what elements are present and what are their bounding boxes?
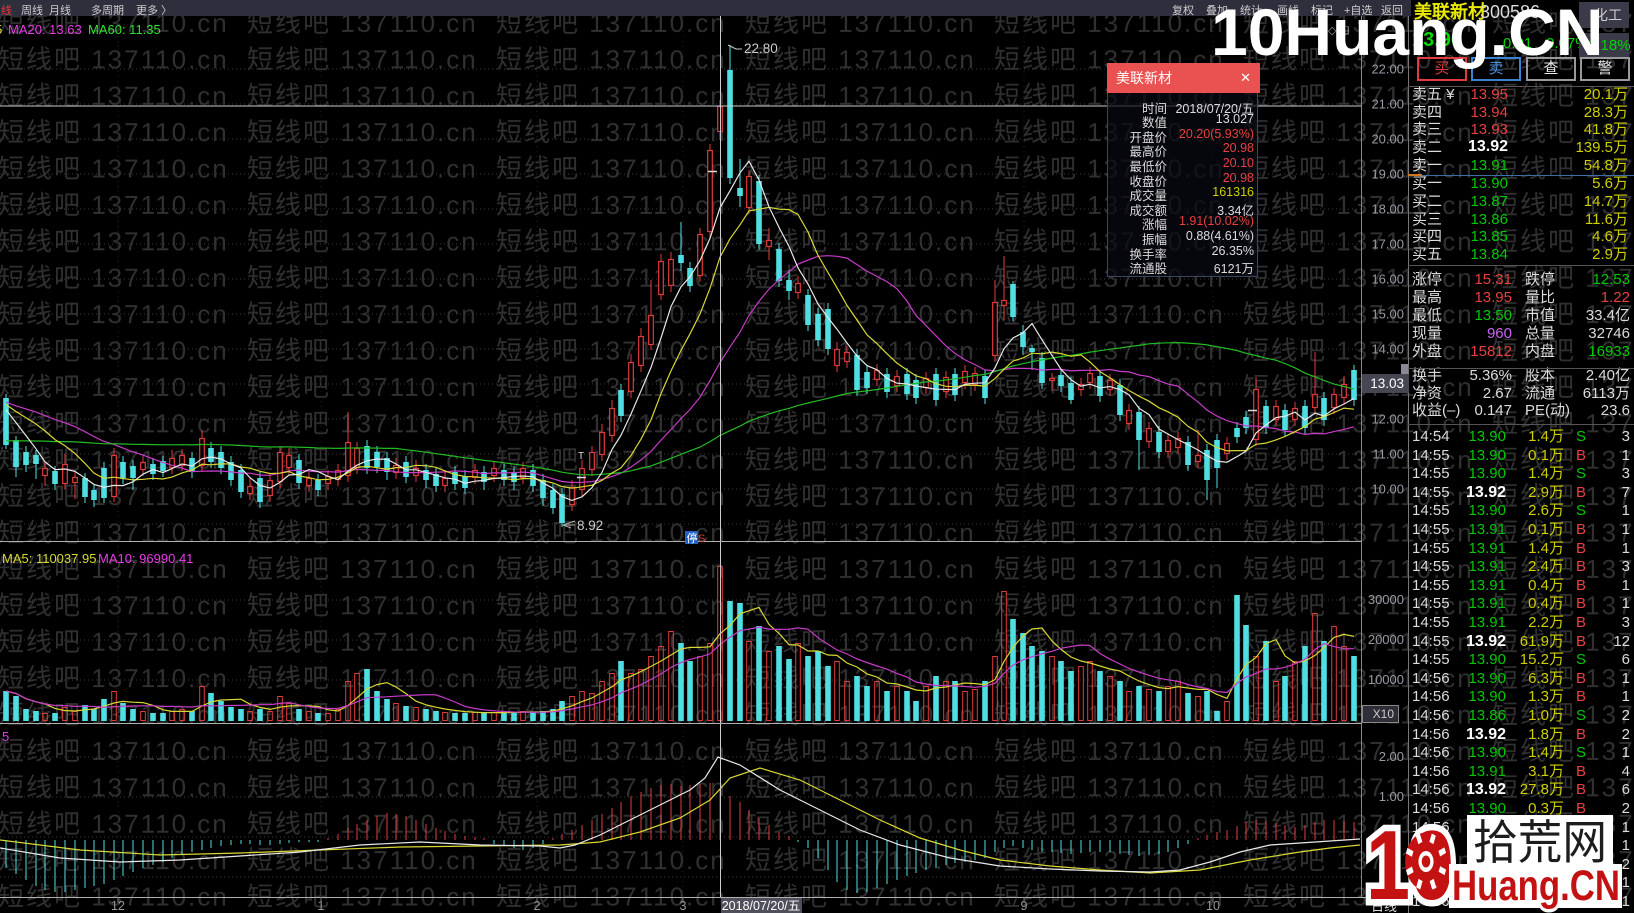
svg-text:1: 1 bbox=[318, 899, 325, 913]
svg-text:19.00: 19.00 bbox=[1371, 167, 1404, 182]
svg-text:日线: 日线 bbox=[1371, 899, 1397, 913]
svg-text:20.00: 20.00 bbox=[1371, 132, 1404, 147]
svg-text:15.00: 15.00 bbox=[1371, 307, 1404, 322]
svg-text:3: 3 bbox=[680, 899, 687, 913]
svg-text:S: S bbox=[698, 533, 705, 545]
svg-text:14.00: 14.00 bbox=[1371, 342, 1404, 357]
svg-text:10.00: 10.00 bbox=[1371, 482, 1404, 497]
svg-text:1.00: 1.00 bbox=[1379, 789, 1404, 804]
svg-text:12.00: 12.00 bbox=[1371, 412, 1404, 427]
svg-text:20000: 20000 bbox=[1368, 632, 1404, 647]
svg-text:11.00: 11.00 bbox=[1372, 447, 1404, 462]
svg-text:18.00: 18.00 bbox=[1371, 202, 1404, 217]
svg-text:10: 10 bbox=[1206, 899, 1220, 913]
svg-text:17.00: 17.00 bbox=[1371, 237, 1404, 252]
svg-text:10000: 10000 bbox=[1368, 672, 1404, 687]
svg-text:X10: X10 bbox=[1373, 707, 1395, 721]
svg-text:Huang.CN: Huang.CN bbox=[1452, 862, 1620, 910]
svg-text:2: 2 bbox=[534, 899, 541, 913]
svg-text:16.00: 16.00 bbox=[1371, 272, 1404, 287]
svg-text:8.92: 8.92 bbox=[577, 518, 603, 533]
svg-text:2.00: 2.00 bbox=[1379, 749, 1404, 764]
svg-text:拾荒网: 拾荒网 bbox=[1473, 816, 1607, 869]
svg-text:30000: 30000 bbox=[1368, 592, 1404, 607]
svg-text:22.80: 22.80 bbox=[744, 41, 778, 56]
svg-text:9: 9 bbox=[1021, 899, 1028, 913]
svg-text:停: 停 bbox=[687, 531, 698, 545]
svg-text:21.00: 21.00 bbox=[1371, 97, 1404, 112]
svg-text:22.00: 22.00 bbox=[1371, 62, 1404, 77]
svg-text:12: 12 bbox=[111, 899, 125, 913]
svg-text:2018/07/20/五: 2018/07/20/五 bbox=[722, 899, 801, 913]
svg-text:T: T bbox=[578, 451, 584, 462]
svg-text:13.03: 13.03 bbox=[1370, 376, 1404, 391]
